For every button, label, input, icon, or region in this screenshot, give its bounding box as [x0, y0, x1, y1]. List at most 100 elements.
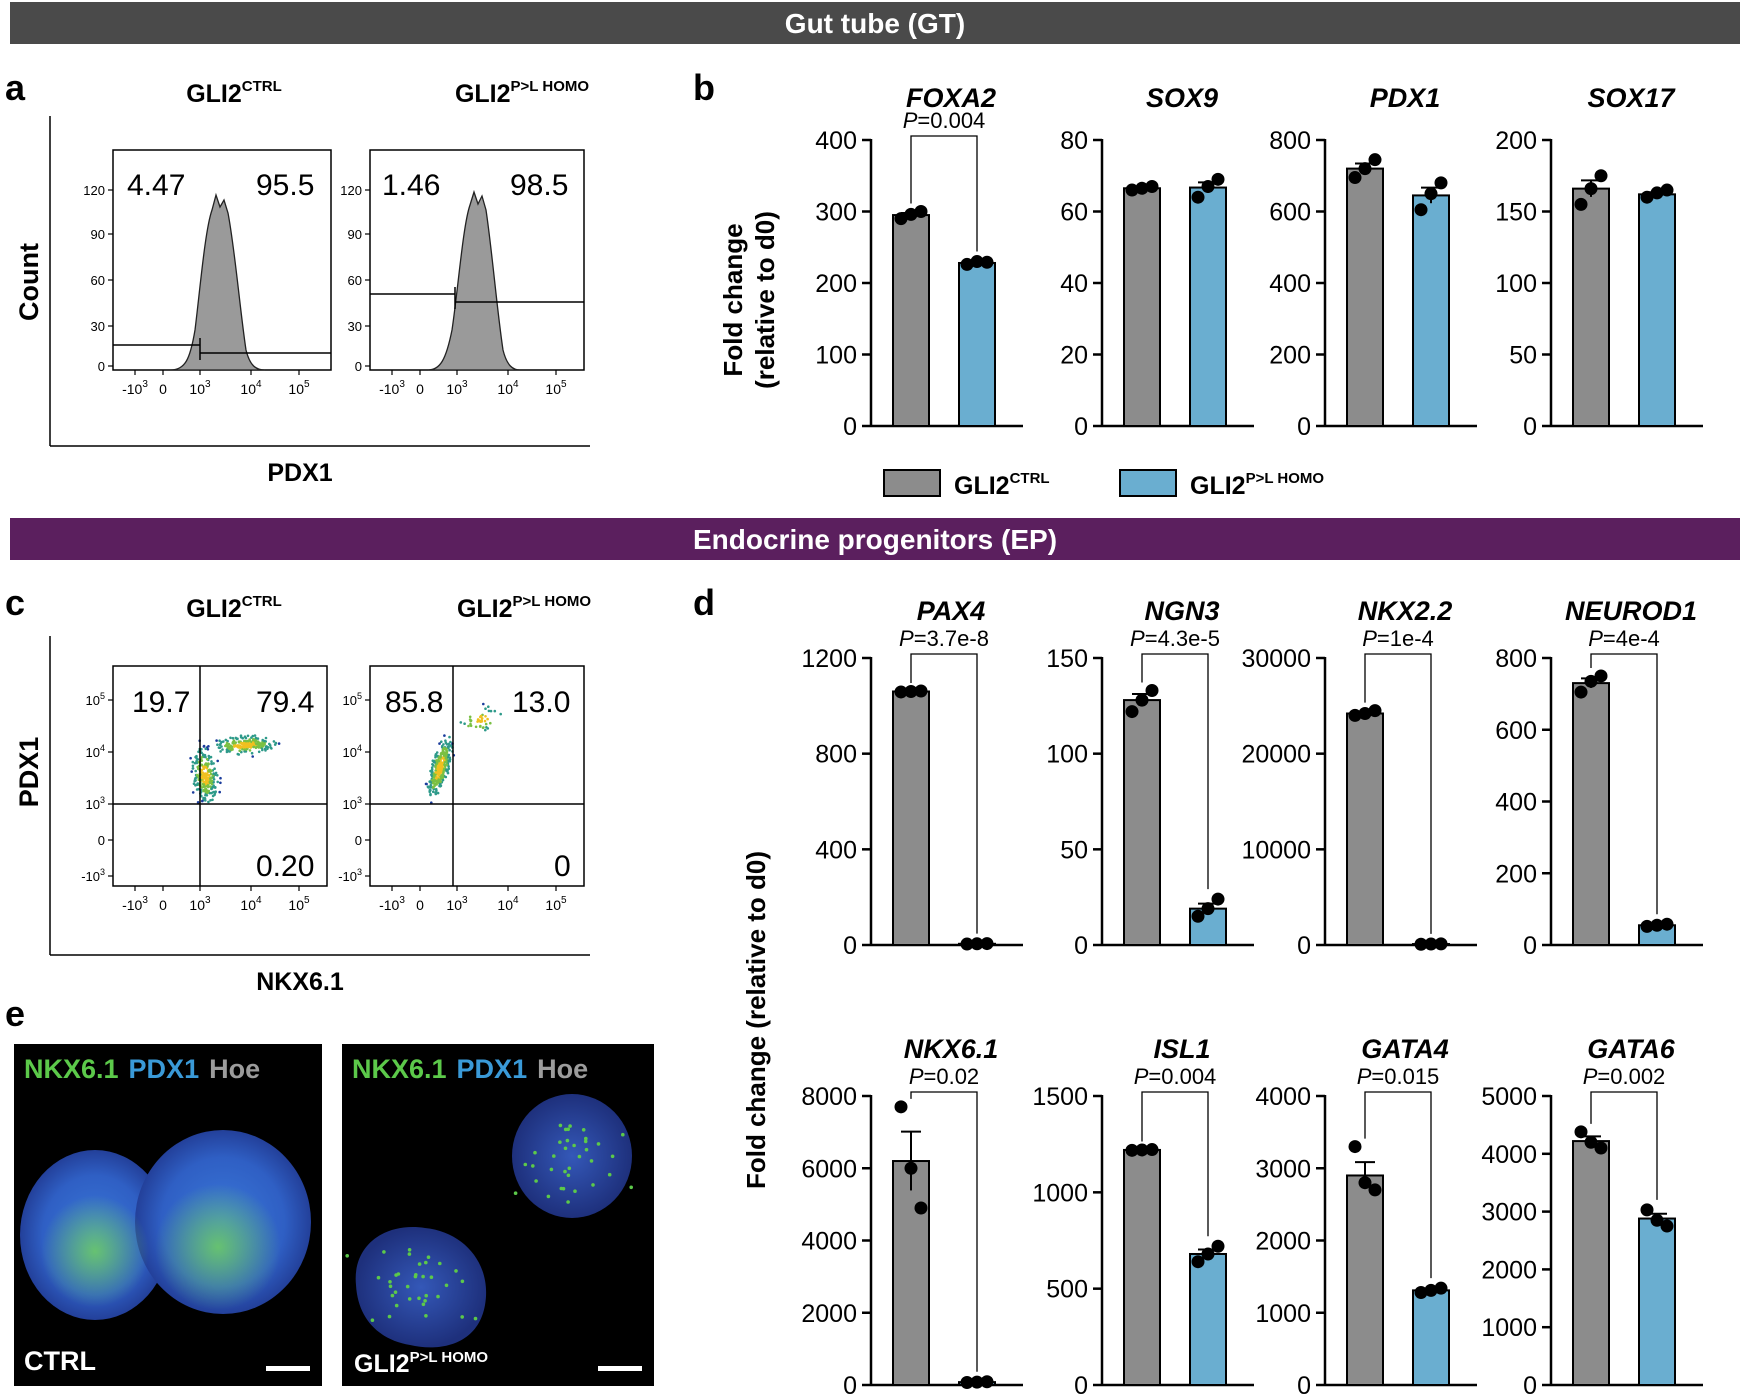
section-band-gt: Gut tube (GT) [10, 2, 1740, 44]
panel-a-xlabel: PDX1 [267, 459, 332, 487]
green-speck [424, 1314, 428, 1318]
y-tick-label: 20 [1060, 342, 1088, 370]
chart-pdx1: PDX1 0 200 400 600 800 [1269, 83, 1477, 441]
panel-c-ctrl-ytick-label: 105 [86, 691, 105, 708]
ctrl-scatter-dot [204, 782, 208, 785]
ctrl-scatter-dot [246, 740, 250, 743]
homo-scatter-dot [484, 707, 487, 710]
homo-scatter-dot [437, 773, 441, 777]
homo-scatter-dot [450, 745, 453, 748]
homo-scatter-dot [435, 751, 439, 754]
y-tick-label: 60 [1060, 199, 1088, 227]
homo-scatter-dot [487, 709, 491, 713]
y-tick-label: 1000 [1032, 1179, 1088, 1207]
data-point [1640, 919, 1654, 933]
homo-green-specks [345, 1123, 633, 1322]
ctrl-scatter-dot [196, 758, 199, 761]
ctrl-scatter-dot [242, 746, 245, 749]
ctrl-scatter-dot [213, 790, 217, 794]
panel-c-ylabel: PDX1 [14, 737, 44, 808]
homo-scatter-dot [441, 749, 445, 753]
y-tick-label: 800 [1495, 645, 1537, 673]
homo-scatter-dot [434, 787, 438, 791]
green-speck [629, 1185, 633, 1190]
bar-homo [1412, 1289, 1450, 1387]
ctrl-scatter-dot [273, 743, 277, 746]
homo-scatter-dot [447, 765, 450, 768]
ctrl-scatter-dot [219, 750, 222, 753]
y-tick-label: 6000 [801, 1155, 857, 1183]
y-tick-label: 150 [1046, 645, 1088, 673]
bar-ctrl [1572, 1140, 1610, 1386]
panel-c-ctrl-ytick-label: -103 [81, 867, 105, 884]
homo-scatter-dot [449, 740, 452, 744]
homo-scatter-dot [435, 779, 439, 783]
ctrl-scatter-dot [255, 742, 258, 746]
panel-c-homo-scatter [424, 702, 503, 804]
ctrl-scatter-dot [192, 782, 196, 785]
green-speck [558, 1123, 563, 1128]
green-speck [388, 1284, 393, 1289]
homo-scatter-dot [435, 762, 439, 765]
chart-pax4: PAX4 0 400 800 1200 P=3.7e-8 [801, 596, 1023, 960]
ctrl-scatter-dot [191, 767, 195, 770]
y-tick-label: 30000 [1241, 645, 1311, 673]
green-speck [438, 1261, 442, 1266]
chart-title: GATA4 [1361, 1034, 1449, 1064]
ctrl-scatter-dot [239, 744, 242, 748]
ctrl-scatter-dot [264, 749, 267, 752]
y-tick-label: 50 [1509, 342, 1537, 370]
homo-scatter-dot [445, 753, 449, 757]
panel-c-homo-plot: 85.8 13.0 0 [369, 665, 585, 887]
ctrl-scatter-dot [231, 741, 235, 744]
green-speck [394, 1303, 399, 1308]
green-speck [533, 1150, 537, 1155]
data-point [904, 684, 918, 698]
green-speck [558, 1140, 562, 1144]
significance-bracket [1590, 653, 1658, 915]
homo-scatter-dot [444, 739, 447, 742]
ctrl-scatter-dot [219, 781, 222, 785]
panel-a-homo-ytick-label: 0 [355, 359, 362, 374]
data-point [894, 685, 908, 699]
ctrl-scatter-dot [210, 760, 213, 763]
panel-a-homo-histogram [427, 189, 521, 371]
data-point [1574, 685, 1588, 699]
micrograph-ctrl: NKX6.1 PDX1 Hoe CTRL [14, 1044, 322, 1386]
ctrl-scatter-dot [224, 738, 228, 742]
green-speck [370, 1318, 375, 1322]
chart-title: ISL1 [1153, 1034, 1210, 1064]
ctrl-scatter-dot [219, 776, 222, 780]
homo-scatter-dot [445, 769, 449, 773]
panel-a-homo-ytick-label: 60 [348, 273, 362, 288]
panel-a-homo-left-pct: 1.46 [382, 169, 440, 202]
homo-scatter-dot [436, 765, 440, 769]
panel-c-homo-ytick-label: 0 [355, 833, 362, 848]
legend: GLI2CTRL GLI2P>L HOMO [883, 469, 1324, 500]
ctrl-scatter-dot [191, 764, 195, 768]
green-speck [429, 1275, 434, 1279]
ctrl-scatter-dot [234, 741, 237, 744]
y-tick-label: 200 [1495, 127, 1537, 155]
green-speck [591, 1183, 595, 1187]
panel-c-ctrl-q-lr: 0.20 [256, 850, 314, 883]
ctrl-scatter-dot [227, 742, 231, 746]
y-tick-label: 2000 [1255, 1228, 1311, 1256]
panel-a-homo-right-pct: 98.5 [510, 169, 568, 202]
homo-scatter-dot [428, 788, 432, 792]
homo-scatter-dot [480, 719, 484, 722]
ctrl-scatter-dot [265, 745, 268, 748]
data-point [1660, 1219, 1674, 1233]
y-tick-label: 1200 [801, 645, 857, 673]
y-tick-label: 4000 [1255, 1083, 1311, 1111]
homo-scatter-dot [444, 741, 448, 744]
ctrl-scatter-dot [256, 737, 260, 740]
green-speck [460, 1315, 465, 1319]
homo-scatter-dot [434, 771, 438, 774]
y-tick-label: 0 [1523, 1372, 1537, 1395]
chart-title: NKX6.1 [904, 1034, 999, 1064]
chart-sox17: SOX17 0 50 100 150 200 [1495, 83, 1703, 441]
panel-letter-d: d [693, 582, 715, 623]
panel-c-homo-xtick-label: 103 [446, 895, 468, 913]
ctrl-scatter-dot [200, 759, 204, 762]
